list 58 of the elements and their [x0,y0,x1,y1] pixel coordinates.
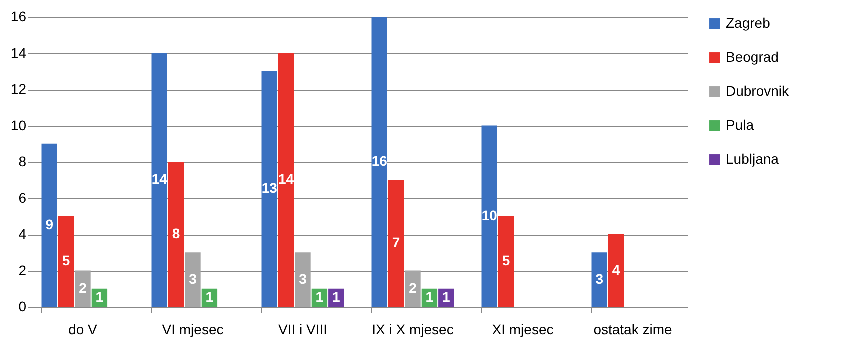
y-tick-label: 2 [18,262,27,278]
x-tick-label: VII i VIII [278,322,328,338]
bar [482,126,498,307]
bar [152,53,168,307]
bar [295,252,311,307]
bar [185,252,201,307]
data-label: 1 [206,288,214,305]
data-label: 14 [152,171,168,188]
y-tick-label: 12 [10,81,27,97]
legend-label: Pula [726,117,754,133]
bar [262,71,278,307]
bar [372,17,388,307]
data-label: 14 [278,171,294,188]
bar [42,144,58,307]
bar [388,180,404,307]
data-label: 8 [172,226,180,242]
x-tick-label: IX i X mjesec [372,322,454,338]
legend-label: Zagreb [726,15,771,31]
data-label: 3 [299,270,308,287]
data-label: 5 [502,252,510,269]
bar [75,270,91,307]
bar [592,252,608,307]
data-label: 7 [392,234,400,251]
x-tick-label: do V [68,322,98,338]
bar [498,216,514,307]
data-label: 1 [96,288,104,305]
data-label: 1 [442,288,450,305]
x-tick-label: VI mjesec [162,322,224,338]
data-label: 16 [372,153,388,169]
y-tick-label: 0 [18,298,27,314]
data-label: 10 [482,207,498,224]
y-tick-label: 6 [18,190,27,206]
y-tick-label: 4 [18,226,27,242]
legend-label: Lubljana [726,151,780,167]
bar [405,270,421,307]
data-label: 4 [612,262,620,278]
data-label: 9 [46,216,54,232]
y-tick-label: 14 [10,44,27,61]
y-tick-label: 16 [10,8,27,24]
data-label: 1 [332,288,340,305]
data-label: 5 [62,252,70,269]
data-label: 3 [596,270,604,287]
data-label: 13 [262,180,278,196]
data-label: 2 [409,280,418,296]
data-label: 1 [316,288,324,305]
y-tick-label: 10 [10,117,27,134]
bar [608,234,624,307]
y-tick-label: 8 [18,154,27,170]
bar [58,216,74,307]
data-label: 2 [79,280,88,296]
legend-label: Dubrovnik [726,83,790,99]
data-label: 1 [426,288,434,305]
x-tick-label: ostatak zime [594,322,673,338]
legend-label: Beograd [726,49,779,65]
bar [168,162,184,307]
data-label: 3 [189,270,198,287]
x-tick-label: XI mjesec [492,322,554,338]
bar [278,53,294,307]
